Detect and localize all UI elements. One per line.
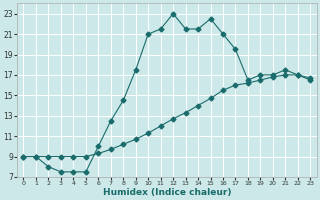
X-axis label: Humidex (Indice chaleur): Humidex (Indice chaleur) [103,188,231,197]
